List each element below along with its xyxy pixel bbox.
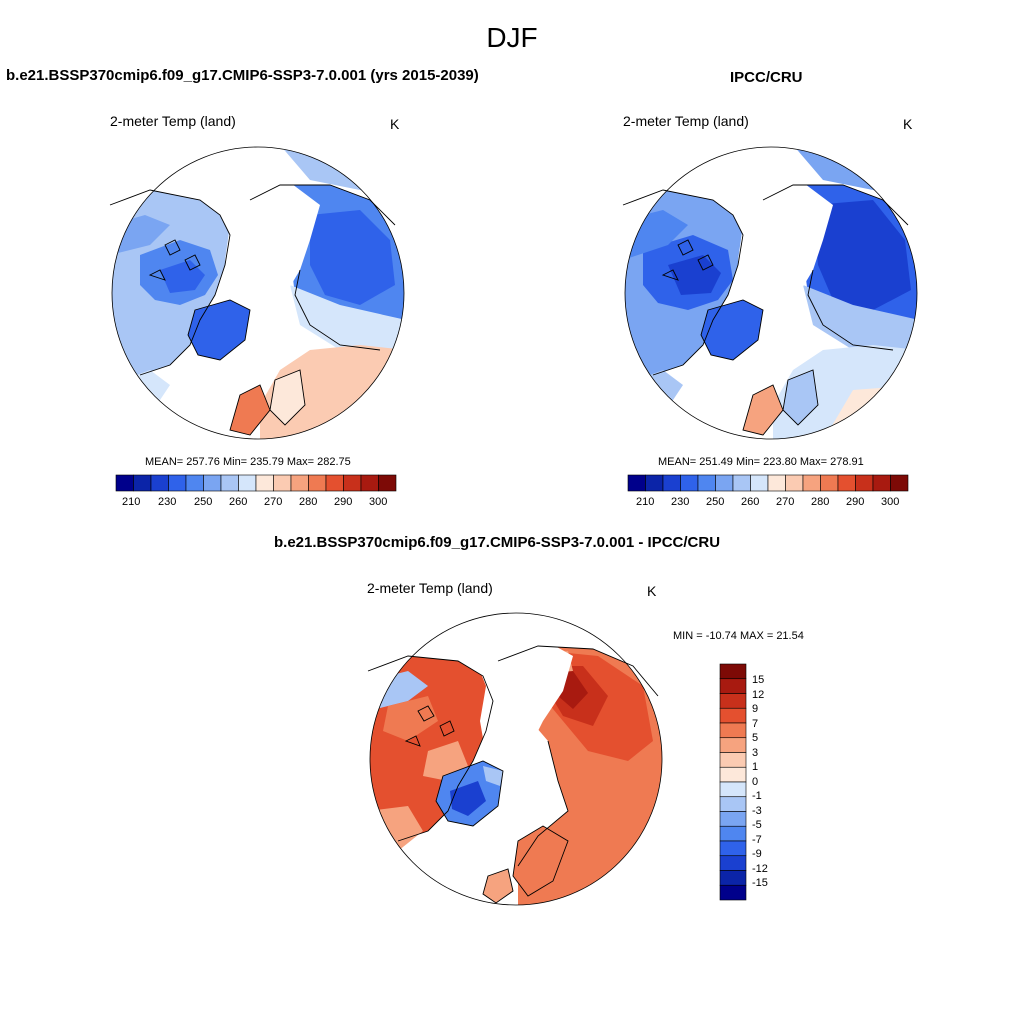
panel-2-tick: 270: [776, 496, 795, 508]
colorbar-swatch: [890, 474, 909, 492]
page-title: DJF: [486, 22, 538, 53]
colorbar-swatch: [238, 474, 257, 492]
colorbar-swatch: [855, 474, 874, 492]
colorbar-swatch: [220, 474, 239, 492]
panel-3-title: b.e21.BSSP370cmip6.f09_g17.CMIP6-SSP3-7.…: [274, 534, 721, 551]
colorbar-swatch: [719, 707, 747, 724]
colorbar-swatch: [343, 474, 362, 492]
colorbar-swatch: [719, 855, 747, 871]
panel-2-variable: 2-meter Temp (land): [623, 113, 749, 129]
panel-1-stats: MEAN= 257.76 Min= 235.79 Max= 282.75: [145, 456, 351, 468]
colorbar-swatch: [837, 474, 856, 492]
panel-3-tick: -3: [752, 805, 762, 817]
colorbar-swatch: [719, 766, 747, 783]
panel-3-tick: 5: [752, 732, 759, 744]
panel-1-tick: 270: [264, 496, 283, 508]
colorbar-swatch: [719, 752, 747, 768]
colorbar-swatch: [150, 474, 169, 492]
colorbar-swatch: [785, 474, 804, 492]
colorbar-swatch: [378, 474, 397, 492]
colorbar-swatch: [767, 474, 786, 492]
panel-1-tick: 300: [369, 496, 388, 508]
colorbar-swatch: [719, 840, 747, 857]
panel-2-tick: 250: [706, 496, 725, 508]
panel-3-colorbar: [719, 663, 747, 901]
panel-1-tick: 260: [229, 496, 248, 508]
panel-3-units: K: [647, 583, 657, 599]
panel-1-title: b.e21.BSSP370cmip6.f09_g17.CMIP6-SSP3-7.…: [6, 67, 479, 84]
colorbar-swatch: [719, 722, 747, 739]
panel-3-tick: 7: [752, 718, 759, 730]
panel-1-units: K: [390, 116, 400, 132]
colorbar-swatch: [719, 796, 747, 812]
colorbar-swatch: [719, 678, 747, 694]
panel-2-colorbar: [627, 474, 909, 492]
panel-3-tick: -5: [752, 819, 762, 831]
colorbar-swatch: [168, 474, 187, 492]
panel-3-tick: -15: [752, 877, 768, 889]
colorbar-swatch: [719, 825, 747, 842]
colorbar-swatch: [820, 474, 839, 492]
colorbar-swatch: [325, 474, 344, 492]
panel-3-tick: 0: [752, 776, 759, 788]
colorbar-swatch: [273, 474, 292, 492]
panel-1-tick: 250: [194, 496, 213, 508]
colorbar-swatch: [732, 474, 751, 492]
colorbar-swatch: [115, 474, 134, 492]
panel-2-units: K: [903, 116, 913, 132]
panel-3-tick: -12: [752, 863, 768, 875]
panel-2-tick: 280: [811, 496, 830, 508]
panel-3-tick: -9: [752, 848, 762, 860]
panel-1-colorbar: [115, 474, 397, 492]
panel-3-tick: 3: [752, 747, 759, 759]
panel-1-tick: 280: [299, 496, 318, 508]
panel-3-tick: 12: [752, 689, 765, 701]
panel-1-map: [109, 146, 405, 440]
colorbar-swatch: [719, 811, 747, 827]
colorbar-swatch: [719, 663, 747, 680]
colorbar-swatch: [680, 474, 699, 492]
panel-3-tick: 15: [752, 674, 765, 686]
colorbar-swatch: [133, 474, 152, 492]
colorbar-swatch: [719, 884, 747, 901]
colorbar-swatch: [203, 474, 222, 492]
colorbar-swatch: [719, 737, 747, 753]
colorbar-swatch: [627, 474, 646, 492]
panel-1-tick: 210: [122, 496, 141, 508]
panel-2-map: [622, 146, 918, 440]
colorbar-swatch: [360, 474, 379, 492]
colorbar-swatch: [308, 474, 327, 492]
colorbar-swatch: [802, 474, 821, 492]
panel-3-variable: 2-meter Temp (land): [367, 580, 493, 596]
panel-2-tick: 290: [846, 496, 865, 508]
panel-1-tick: 230: [158, 496, 177, 508]
panel-2-stats: MEAN= 251.49 Min= 223.80 Max= 278.91: [658, 456, 864, 468]
colorbar-swatch: [715, 474, 734, 492]
panel-3-map: [367, 612, 663, 906]
colorbar-swatch: [719, 781, 747, 798]
panel-2-tick: 300: [881, 496, 900, 508]
panel-3-stats: MIN = -10.74 MAX = 21.54: [673, 630, 804, 642]
panel-3-tick: 9: [752, 703, 759, 715]
colorbar-swatch: [750, 474, 769, 492]
colorbar-swatch: [719, 693, 747, 709]
panel-2-tick: 210: [636, 496, 655, 508]
colorbar-swatch: [290, 474, 309, 492]
panel-3-tick: -7: [752, 834, 762, 846]
panel-2-tick: 230: [671, 496, 690, 508]
panel-1-variable: 2-meter Temp (land): [110, 113, 236, 129]
colorbar-swatch: [185, 474, 204, 492]
panel-2-title: IPCC/CRU: [730, 69, 803, 86]
colorbar-swatch: [697, 474, 716, 492]
colorbar-swatch: [255, 474, 274, 492]
panel-3-tick: 1: [752, 761, 759, 773]
colorbar-swatch: [719, 870, 747, 886]
colorbar-swatch: [662, 474, 681, 492]
panel-1-tick: 290: [334, 496, 353, 508]
panel-3-tick: -1: [752, 790, 762, 802]
panel-2-tick: 260: [741, 496, 760, 508]
colorbar-swatch: [645, 474, 664, 492]
colorbar-swatch: [872, 474, 891, 492]
